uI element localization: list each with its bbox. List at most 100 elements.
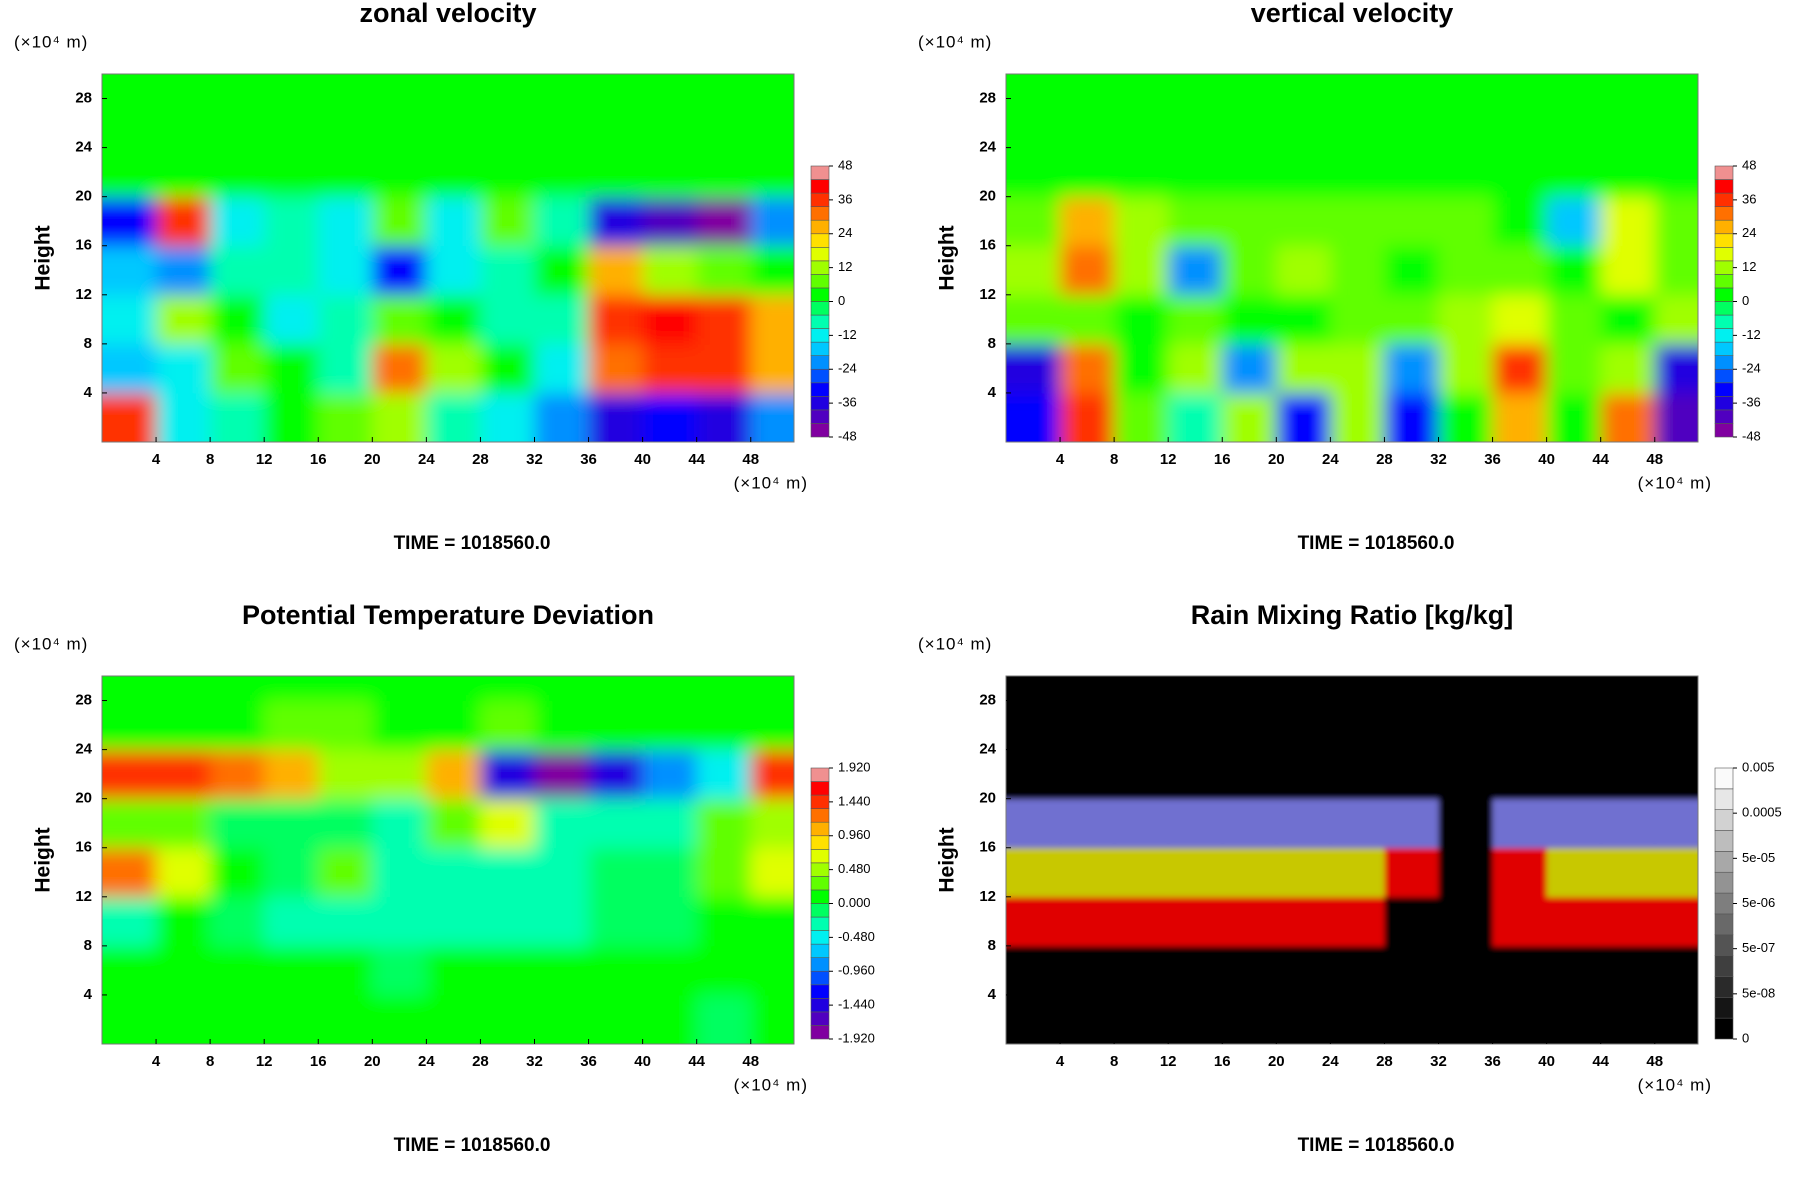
field-cell: [102, 392, 157, 442]
field-cell: [1330, 945, 1385, 996]
field-cell: [1222, 98, 1277, 149]
field-cell: [1654, 343, 1698, 394]
field-cell: [372, 196, 427, 247]
field-cell: [1060, 196, 1115, 247]
field-cell: [1600, 147, 1656, 198]
field-cell: [1330, 196, 1385, 247]
field-cell: [1168, 798, 1223, 849]
field-cell: [1222, 896, 1277, 947]
x-tick-label: 4: [1056, 1053, 1065, 1070]
y-tick-label: 12: [75, 286, 92, 303]
field-cell: [588, 98, 644, 149]
y-tick-label: 20: [75, 790, 92, 807]
field-cell: [1654, 196, 1698, 247]
colorbar-tick-label: 0.480: [838, 861, 871, 876]
colorbar-box: [1714, 851, 1734, 873]
colorbar-box: [1714, 767, 1734, 790]
field-cell: [1600, 847, 1656, 898]
field-cell: [1276, 700, 1331, 751]
y-tick-label: 12: [979, 888, 996, 905]
field-cell: [1438, 700, 1494, 751]
colorbar-tick-label: 0: [1742, 1030, 1749, 1045]
field-cell: [588, 196, 644, 247]
colorbar-tick-label: -24: [838, 361, 857, 376]
field-cell: [696, 392, 752, 442]
field-cell: [696, 98, 752, 149]
field-cell: [1060, 294, 1115, 345]
field-cell: [1600, 749, 1656, 800]
colorbar-box: [1714, 396, 1734, 411]
x-tick-label: 20: [1268, 451, 1285, 468]
field-cell: [1546, 343, 1602, 394]
x-tick-label: 28: [472, 1053, 489, 1070]
field-cell: [750, 994, 794, 1044]
field-cell: [1276, 994, 1331, 1044]
colorbar-tick-label: 36: [838, 191, 852, 206]
field-cell: [1006, 196, 1061, 247]
x-tick-label: 32: [1430, 451, 1447, 468]
field-cell: [372, 74, 427, 100]
colorbar-box: [1714, 179, 1734, 194]
field-cell: [642, 196, 698, 247]
field-cell: [1384, 74, 1439, 100]
colorbar-box: [810, 179, 830, 194]
panel-title: Potential Temperature Deviation: [242, 600, 654, 630]
field-cell: [1330, 147, 1385, 198]
y-tick-label: 12: [75, 888, 92, 905]
field-cell: [1330, 896, 1385, 947]
x-tick-label: 36: [1484, 1053, 1501, 1070]
colorbar-box: [810, 219, 830, 235]
field-cell: [372, 676, 427, 702]
x-unit-label: (×10⁴ m): [734, 473, 808, 492]
field-cell: [156, 700, 211, 751]
x-tick-label: 28: [1376, 451, 1393, 468]
field-cell: [1114, 392, 1169, 442]
field-cell: [210, 945, 265, 996]
time-label: TIME = 1018560.0: [394, 533, 551, 554]
field-cell: [1168, 676, 1223, 702]
field-cell: [426, 847, 481, 898]
field-cell: [1168, 392, 1223, 442]
field-cell: [1330, 74, 1385, 100]
field-cell: [1492, 98, 1548, 149]
field-cell: [1330, 245, 1385, 296]
field-cell: [264, 676, 319, 702]
field-cell: [1438, 74, 1494, 100]
field-cell: [1384, 896, 1439, 947]
colorbar-box: [1714, 830, 1734, 852]
field-cell: [1276, 896, 1331, 947]
field-cell: [1546, 749, 1602, 800]
field-cell: [426, 749, 481, 800]
field-cell: [1114, 994, 1169, 1044]
colorbar-box: [810, 970, 830, 986]
field-cell: [1600, 994, 1656, 1044]
field-cell: [1060, 798, 1115, 849]
field-cell: [1060, 74, 1115, 100]
field-cell: [1222, 343, 1277, 394]
colorbar-box: [810, 314, 830, 329]
colorbar-box: [810, 260, 830, 275]
field-cell: [1060, 994, 1115, 1044]
x-tick-label: 36: [1484, 451, 1501, 468]
x-tick-label: 48: [742, 451, 759, 468]
colorbar-tick-label: -48: [1742, 428, 1761, 443]
field-cell: [642, 847, 698, 898]
field-cell: [1330, 343, 1385, 394]
field-cell: [1654, 294, 1698, 345]
field-cell: [1222, 392, 1277, 442]
field-cell: [750, 196, 794, 247]
field-cell: [1168, 74, 1223, 100]
field-cell: [1222, 74, 1277, 100]
field-cell: [696, 749, 752, 800]
field-cell: [642, 896, 698, 947]
plot-frame: [1005, 675, 1699, 1045]
field-cell: [1114, 245, 1169, 296]
colorbar-box: [810, 274, 830, 289]
field-cell: [480, 676, 535, 702]
field-cell: [588, 343, 644, 394]
field-cell: [480, 896, 535, 947]
colorbar-box: [810, 382, 830, 397]
field-cell: [1222, 945, 1277, 996]
field-cell: [426, 676, 481, 702]
